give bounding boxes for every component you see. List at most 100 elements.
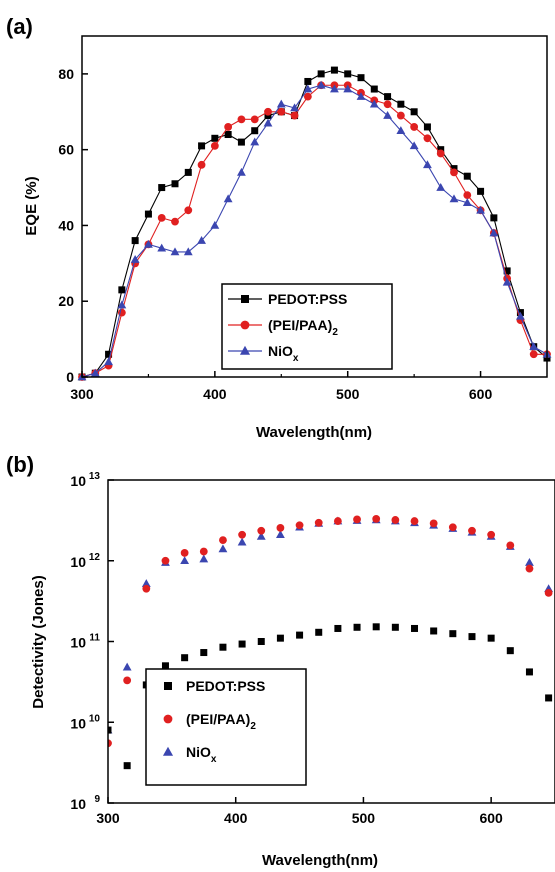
detectivity-legend-label-1: (PEI/PAA)2 xyxy=(186,711,256,732)
detectivity-data-point xyxy=(276,634,284,642)
eqe-data-point xyxy=(144,210,152,218)
eqe-data-point xyxy=(450,168,458,177)
detectivity-data-point xyxy=(410,517,419,525)
eqe-series-2 xyxy=(77,80,552,381)
eqe-data-point xyxy=(383,111,392,119)
detectivity-x-tick-label: 600 xyxy=(479,810,503,826)
eqe-data-point xyxy=(383,100,392,109)
detectivity-series-0 xyxy=(108,623,553,770)
detectivity-data-point xyxy=(161,556,170,565)
detectivity-legend-label-0: PEDOT:PSS xyxy=(186,678,265,694)
detectivity-data-point xyxy=(142,584,151,593)
eqe-data-point xyxy=(276,99,286,108)
eqe-data-point xyxy=(197,236,206,244)
detectivity-data-point xyxy=(468,526,476,535)
detectivity-data-point xyxy=(123,676,132,685)
eqe-data-point xyxy=(516,311,525,320)
detectivity-y-tick-label: 10 12 xyxy=(70,552,100,570)
detectivity-data-point xyxy=(161,662,169,670)
eqe-data-point xyxy=(264,107,272,116)
eqe-data-point xyxy=(211,134,219,142)
eqe-series-1 xyxy=(78,81,551,381)
detectivity-data-point xyxy=(353,515,361,524)
detectivity-data-point xyxy=(353,623,361,631)
eqe-data-point xyxy=(356,92,366,100)
eqe-data-point xyxy=(277,107,286,116)
eqe-data-point xyxy=(502,277,512,286)
detectivity-data-point xyxy=(122,662,132,671)
detectivity-data-point xyxy=(334,624,342,632)
eqe-legend: PEDOT:PSS (PEI/PAA)2 NiOx xyxy=(221,283,393,370)
eqe-data-point xyxy=(171,217,179,226)
eqe-legend-marker xyxy=(241,295,249,303)
eqe-data-point xyxy=(158,184,166,192)
detectivity-y-tick-label: 10 10 xyxy=(70,713,100,731)
detectivity-legend-marker xyxy=(162,746,174,756)
eqe-legend-box xyxy=(221,283,393,370)
detectivity-y-axis-title: Detectivity (Jones) xyxy=(30,575,47,708)
eqe-data-point xyxy=(237,167,246,176)
eqe-x-tick-label: 400 xyxy=(203,386,227,402)
eqe-legend-marker xyxy=(239,345,251,355)
detectivity-x-tick-label: 300 xyxy=(96,810,120,826)
detectivity-data-point xyxy=(295,521,304,530)
eqe-data-point xyxy=(343,84,353,93)
detectivity-data-point xyxy=(180,556,190,565)
detectivity-data-point xyxy=(411,624,419,632)
eqe-data-point xyxy=(118,286,126,294)
eqe-data-point xyxy=(171,180,179,188)
eqe-data-point xyxy=(117,300,127,309)
eqe-data-point xyxy=(104,357,113,366)
detectivity-data-point xyxy=(200,649,208,657)
eqe-data-point xyxy=(237,115,246,124)
eqe-data-point xyxy=(369,99,379,108)
detectivity-data-point xyxy=(391,516,400,524)
detectivity-data-point xyxy=(218,544,228,553)
eqe-y-tick-label: 60 xyxy=(58,142,74,158)
detectivity-data-point xyxy=(108,739,112,748)
detectivity-series-1 xyxy=(108,514,553,748)
eqe-data-point xyxy=(250,137,260,146)
detectivity-data-point xyxy=(545,694,553,702)
eqe-data-point xyxy=(223,194,233,203)
eqe-panel: (a) 300 400 500 600 0 20 40 60 80 Wavelength(nm)… xyxy=(6,14,552,441)
eqe-x-tick-label: 600 xyxy=(469,386,493,402)
detectivity-y-tick-label: 10 9 xyxy=(70,794,100,812)
detectivity-data-point xyxy=(487,634,495,642)
detectivity-data-point xyxy=(296,631,304,639)
detectivity-data-point xyxy=(276,530,285,539)
eqe-data-point xyxy=(251,127,259,135)
detectivity-legend-marker xyxy=(163,714,173,724)
eqe-data-point xyxy=(410,108,418,116)
eqe-y-tick-label: 0 xyxy=(66,369,74,385)
detectivity-data-point xyxy=(430,627,438,635)
eqe-data-point xyxy=(290,103,299,112)
detectivity-data-point xyxy=(372,514,381,523)
eqe-data-point xyxy=(170,247,180,256)
detectivity-data-point xyxy=(525,557,534,566)
detectivity-data-point xyxy=(219,643,227,651)
eqe-data-point xyxy=(396,126,406,135)
eqe-data-point xyxy=(198,142,206,150)
eqe-data-point xyxy=(316,80,326,89)
eqe-data-point xyxy=(144,239,153,248)
eqe-data-point xyxy=(344,70,352,78)
detectivity-x-tick-label: 500 xyxy=(352,810,376,826)
eqe-data-point xyxy=(463,172,471,180)
eqe-data-point xyxy=(184,206,193,215)
eqe-data-point xyxy=(210,141,219,150)
eqe-data-point xyxy=(183,247,193,256)
eqe-data-point xyxy=(263,118,273,127)
eqe-data-point xyxy=(423,160,432,169)
eqe-data-point xyxy=(210,220,220,229)
detectivity-data-point xyxy=(180,549,189,557)
eqe-data-point xyxy=(330,84,339,93)
eqe-data-point xyxy=(436,182,446,191)
eqe-x-axis-title: Wavelength(nm) xyxy=(256,424,372,441)
eqe-data-point xyxy=(462,198,472,207)
detectivity-data-point xyxy=(468,633,476,641)
detectivity-data-point xyxy=(257,526,266,535)
eqe-data-point xyxy=(303,84,313,93)
